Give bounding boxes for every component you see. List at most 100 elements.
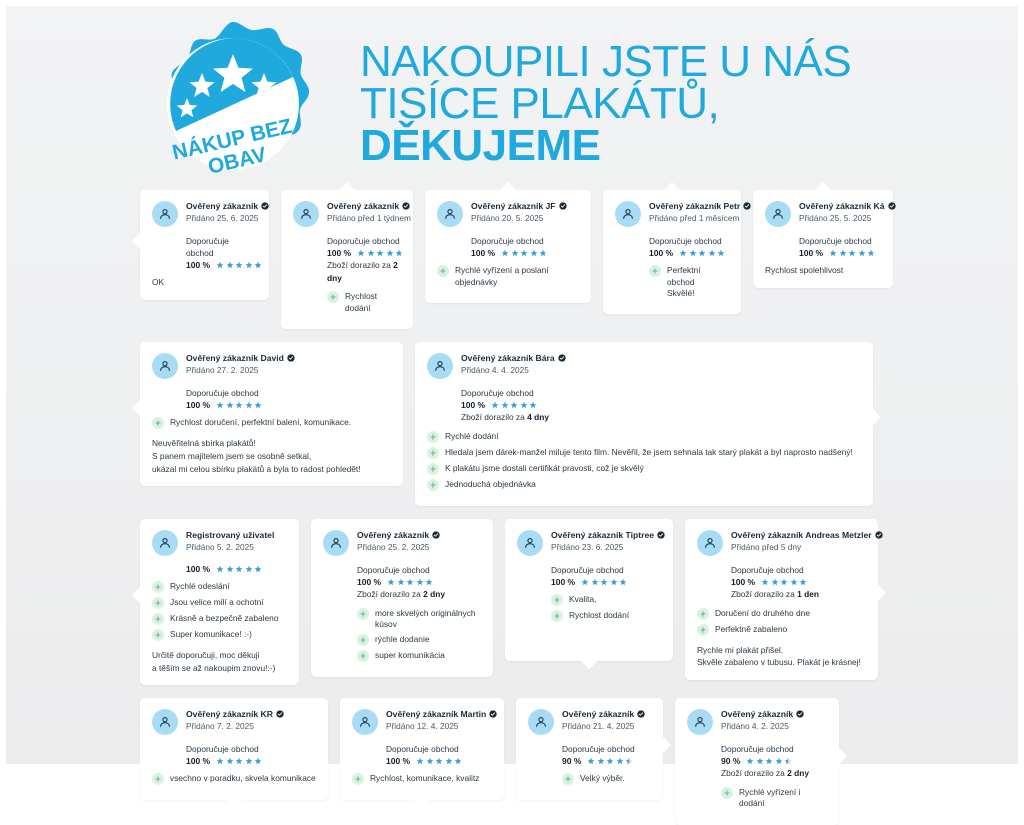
avatar [697, 529, 723, 556]
pro-text: rýchle dodanie [375, 634, 430, 645]
review-body: Doporučuje obchod 100 % [437, 235, 579, 258]
pro-text: Krásně a bezpečně zabaleno [170, 612, 279, 623]
card-tail-right-icon [838, 747, 847, 766]
pro-item: Rychlé dodání [427, 430, 861, 443]
review-date: Přidáno 25. 6. 2025 [186, 212, 259, 223]
delivery-time: Zboží dorazilo za 2 dny [357, 588, 481, 601]
pro-item: Doručení do druhého dne [697, 607, 866, 620]
review-card[interactable]: Ověřený zákazník Ká Přidáno 25. 5. 2025 Do… [753, 182, 896, 288]
review-header: Ověřený zákazník Přidáno 4. 2. 2025 [687, 708, 827, 736]
recommends-label: Doporučuje obchod [799, 236, 872, 246]
card-tail-bottom-icon [225, 799, 243, 809]
review-card[interactable]: Ověřený zákazník Bára Přidáno 4. 4. 2025 D… [415, 342, 881, 506]
star-icon [616, 758, 624, 765]
reviewer-block: Ověřený zákazník Martin Přidáno 12. 4. 20… [386, 708, 497, 732]
delivery-time: Zboží dorazilo za 2 dny [721, 767, 827, 780]
rating-line: 100 % [186, 400, 391, 410]
reviewer-block: Ověřený zákazník JF Přidáno 20. 5. 2025 [471, 200, 567, 224]
star-icon [367, 249, 374, 257]
review-text: OK [152, 277, 165, 288]
star-icon [226, 758, 233, 765]
reviewer-name-text: Ověřený zákazník [327, 201, 400, 211]
reviewer-name-text: Ověřený zákazník Tiptree [551, 529, 655, 540]
recommends-label: Doporučuje obchod [551, 564, 624, 575]
reviewer-block: Registrovaný uživatel Přidáno 5. 2. 2025 [186, 529, 274, 553]
star-icon [829, 249, 837, 257]
pro-text: Rychlost, komunikace, kvalitz [370, 773, 480, 784]
review-card[interactable]: Ověřený zákazník Přidáno 21. 4. 2025 Dopor… [516, 698, 671, 801]
avatar [687, 709, 713, 736]
star-rating [357, 249, 403, 257]
star-icon [588, 758, 595, 765]
plus-icon [649, 265, 661, 278]
review-card[interactable]: Ověřený zákazník Přidáno 25. 6. 2025 Dopor… [132, 190, 269, 300]
recommends-label: Doporučuje obchod [186, 388, 259, 399]
star-icon [216, 262, 224, 269]
delivery-time-value: 2 dny [423, 589, 445, 600]
recommends-label: Doporučuje obchod [731, 564, 804, 575]
plus-icon [437, 265, 449, 278]
star-icon [539, 249, 547, 257]
reviewer-block: Ověřený zákazník Andreas Metzler Přidáno … [731, 529, 883, 553]
verified-badge-icon [637, 710, 645, 719]
plus-icon [152, 596, 164, 609]
star-icon [235, 565, 243, 573]
rating-line: 100 % [471, 248, 579, 258]
pro-item: Super komunikace! :-) [152, 628, 287, 641]
review-card[interactable]: Ověřený zákazník Tiptree Přidáno 23. 6. 2… [505, 518, 673, 669]
review-header: Ověřený zákazník Petr Přidáno před 1 měsí… [615, 200, 751, 227]
verified-badge-icon [874, 531, 883, 539]
star-icon [689, 249, 696, 257]
review-card[interactable]: Ověřený zákazník David Přidáno 27. 2. 202… [132, 342, 403, 487]
reviewer-name: Ověřený zákazník Andreas Metzler [731, 530, 883, 541]
star-icon [530, 249, 537, 257]
star-icon [226, 565, 233, 573]
star-icon [454, 758, 462, 765]
review-date: Přidáno 7. 2. 2025 [186, 720, 254, 731]
pro-item: Rychlé vyřízení a poslaní objednávky [437, 265, 579, 288]
star-icon [425, 578, 433, 586]
review-card[interactable]: Ověřený zákazník Přidáno 25. 2. 2025 Dopor… [311, 518, 493, 678]
verified-badge-icon [796, 710, 804, 719]
star-icon [775, 758, 783, 765]
review-card[interactable]: Ověřený zákazník Přidáno 4. 2. 2025 Doporu… [675, 698, 847, 825]
verified-badge-icon [657, 531, 665, 539]
plus-icon [697, 623, 709, 636]
reviewer-block: Ověřený zákazník Ká Přidáno 25. 5. 2025 [799, 200, 896, 224]
review-header: Ověřený zákazník Přidáno 25. 2. 2025 [323, 529, 481, 556]
pro-item: Rychlost, komunikace, kvalitz [352, 773, 492, 786]
recommends-label: Doporučuje obchod [357, 564, 430, 575]
star-icon [426, 758, 433, 765]
review-card[interactable]: Registrovaný uživatel Přidáno 5. 2. 2025 1… [132, 518, 299, 686]
review-card[interactable]: Ověřený zákazník Andreas Metzler Přidáno … [685, 518, 886, 680]
pro-item: vsechno v poradku, skvela komunikace [152, 773, 316, 786]
star-icon [785, 758, 792, 765]
review-card[interactable]: Ověřený zákazník Petr Přidáno před 1 měsí… [603, 182, 751, 315]
star-icon [790, 578, 797, 586]
review-card[interactable]: Ověřený zákazník Přidáno před 1 týdnem Dop… [281, 182, 413, 330]
pro-text: K plakátu jsme dostali certifikát pravos… [445, 462, 644, 473]
pro-text: Perfektně zabaleno [715, 623, 788, 634]
plus-icon [427, 462, 439, 475]
page-header: NÁKUP BEZ OBAV NAKOUPILI JSTE U NÁS TISÍ… [0, 0, 1024, 190]
recommends-label: Doporučuje obchod [386, 744, 459, 755]
star-rating [216, 261, 262, 269]
star-icon [501, 402, 508, 409]
pro-text: Hledala jsem dárek-manžel miluje tento f… [445, 446, 853, 457]
review-body: Doporučuje obchod 100 % [152, 235, 262, 270]
star-rating [501, 249, 547, 257]
review-card[interactable]: Ověřený zákazník JF Přidáno 20. 5. 2025 Do… [425, 182, 591, 303]
review-card[interactable]: Ověřený zákazník Martin Přidáno 12. 4. 20… [340, 698, 504, 809]
pro-item: Kvalita, [551, 594, 661, 607]
reviewer-name: Ověřený zákazník Tiptree [551, 529, 665, 541]
review-body: Doporučuje obchod 100 % Zboží dorazilo za … [697, 564, 866, 601]
star-icon [387, 578, 395, 586]
verified-badge-icon [276, 710, 284, 719]
pros-list: Rychlost doručení, perfektní balení, kom… [152, 417, 391, 430]
review-card[interactable]: Ověřený zákazník KR Přidáno 7. 2. 2025 Dop… [140, 698, 328, 809]
star-icon [839, 249, 846, 257]
pros-list: Kvalita, Rychlost dodání [517, 594, 661, 623]
review-text: Neuvěřitelná sbírka plakátů! S panem maj… [152, 438, 361, 474]
pros-list: Rychlé dodání Hledala jsem dárek-manžel m… [427, 430, 861, 491]
avatar [427, 353, 453, 380]
